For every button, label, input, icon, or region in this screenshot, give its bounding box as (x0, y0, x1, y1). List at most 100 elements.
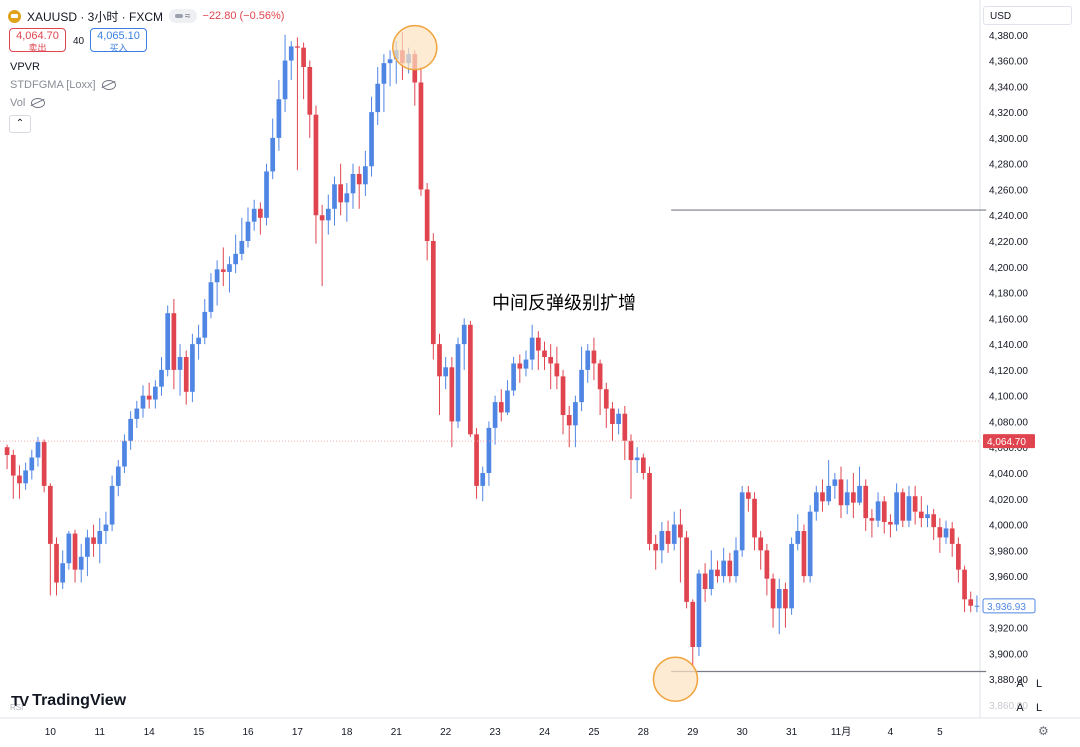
sell-button[interactable]: 4,064.70 卖出 (9, 28, 66, 53)
sell-label: 卖出 (28, 43, 47, 53)
candle-body (418, 82, 424, 190)
price-tick-label: 4,280.00 (989, 160, 1028, 171)
candle-body (640, 457, 646, 473)
currency-select[interactable]: USD (983, 6, 1072, 25)
candle-body (554, 363, 560, 377)
time-tick-label: 22 (440, 727, 452, 738)
candle-body (41, 442, 47, 486)
price-tick-label: 4,360.00 (989, 57, 1028, 68)
hidden-eye-icon[interactable] (31, 98, 46, 108)
time-tick-label: 18 (341, 727, 353, 738)
price-tick-label: 4,320.00 (989, 108, 1028, 119)
auto-scale-button-2[interactable]: A (1016, 702, 1024, 714)
candle-body (344, 193, 350, 203)
candle-body (708, 569, 714, 589)
candle-body (616, 413, 621, 425)
price-tick-label: 4,100.00 (989, 392, 1028, 403)
candle-body (542, 350, 547, 357)
time-tick-label: 10 (45, 727, 57, 738)
indicator-stdfgma[interactable]: STDFGMA [Loxx] (10, 79, 116, 91)
candle-body (332, 184, 337, 209)
candle-body (47, 485, 53, 544)
candle-body (813, 492, 819, 512)
collapse-indicators-button[interactable]: ⌃ (9, 115, 31, 133)
indicator-vol[interactable]: Vol (10, 97, 46, 109)
buy-price: 4,065.10 (97, 30, 140, 42)
indicator-label: STDFGMA [Loxx] (10, 79, 96, 91)
candle-body (937, 527, 943, 538)
candle-body (647, 473, 652, 544)
time-axis: 10 11 14 15 16 17 18 21 22 23 24 25 28 29 30 31 11月 4 5 (45, 726, 943, 738)
candle-body (190, 344, 195, 392)
indicator-vpvr[interactable]: VPVR (10, 61, 40, 73)
candle-body (634, 457, 640, 461)
candle-body (746, 492, 751, 499)
settings-gear-icon[interactable]: ⚙ (1038, 724, 1049, 738)
market-status-pill[interactable]: ≈ (169, 9, 197, 23)
candle-body (727, 560, 733, 577)
buy-button[interactable]: 4,065.10 买入 (90, 28, 147, 53)
candle-body (140, 395, 146, 409)
candle-body (461, 324, 467, 345)
symbol-header: XAUUSD · 3小时 · FXCM ≈ −22.80 (−0.56%) (8, 6, 284, 26)
last-price-tag-label: 3,936.93 (987, 602, 1026, 613)
candle-body (826, 485, 832, 502)
time-tick-label: 4 (888, 727, 894, 738)
price-tick-label: 3,880.00 (989, 675, 1028, 686)
tradingview-logo[interactable]: TV TradingView (11, 692, 126, 710)
auto-scale-button[interactable]: A (1016, 678, 1024, 690)
candle-body (288, 46, 294, 61)
candle-body (437, 344, 442, 377)
candle-body (134, 408, 140, 419)
log-scale-button-2[interactable]: L (1035, 702, 1043, 714)
time-tick-label: 28 (638, 727, 650, 738)
candle-body (752, 498, 757, 538)
candle-body (455, 344, 461, 422)
candle-body (783, 589, 788, 609)
time-tick-label: 31 (786, 727, 798, 738)
price-tick-label: 4,240.00 (989, 211, 1028, 222)
chart-annotation[interactable]: 中间反弹级别扩增 (492, 293, 636, 313)
candle-body (245, 221, 251, 241)
candle-body (832, 479, 838, 486)
candle-body (925, 514, 930, 519)
symbol-title[interactable]: XAUUSD · 3小时 · FXCM (27, 9, 164, 24)
candle-body (739, 492, 745, 551)
candle-body (480, 473, 486, 486)
price-tick-label: 4,080.00 (989, 417, 1028, 428)
price-tick-label: 4,260.00 (989, 185, 1028, 196)
candle-body (220, 269, 226, 272)
candle-body (875, 501, 881, 521)
candle-body (566, 415, 572, 426)
candle-body (29, 457, 35, 471)
candle-body (208, 282, 214, 312)
candle-body (430, 241, 436, 345)
candle-body (807, 511, 813, 577)
candle-body (603, 389, 609, 409)
candle-body (356, 173, 362, 185)
candle-body (851, 492, 856, 503)
gold-logo-icon (8, 9, 21, 23)
candle-body (387, 59, 393, 64)
candle-body (770, 578, 776, 609)
hidden-eye-icon[interactable] (101, 80, 116, 90)
candle-body (183, 357, 189, 392)
candle-body (97, 531, 103, 544)
candle-body (968, 599, 974, 606)
candle-body (776, 589, 782, 609)
candle-body (801, 531, 807, 577)
candle-body (962, 569, 967, 600)
candle-body (363, 166, 368, 185)
candle-body (325, 208, 331, 221)
time-tick-label: 24 (539, 727, 551, 738)
candle-body (85, 537, 90, 557)
candle-body (715, 569, 720, 577)
candle-body (671, 524, 677, 544)
price-tick-label: 4,300.00 (989, 134, 1028, 145)
candle-body (838, 479, 844, 506)
log-scale-button[interactable]: L (1035, 678, 1043, 690)
candle-body (159, 369, 164, 387)
candle-body (72, 533, 78, 570)
candle-body (307, 67, 313, 115)
